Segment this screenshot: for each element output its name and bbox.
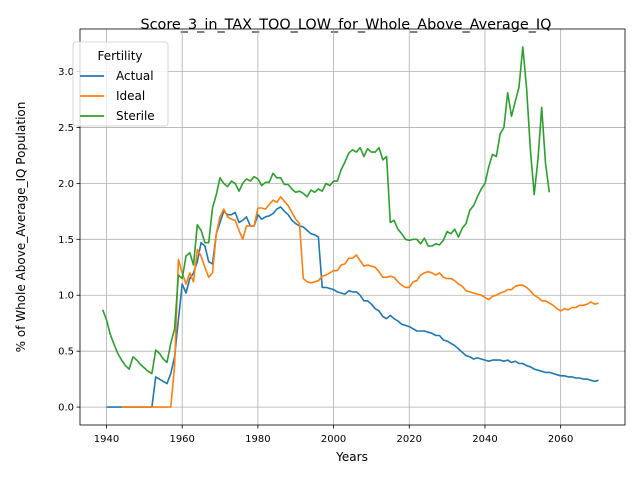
x-tick-label: 2060 <box>548 434 573 445</box>
legend-box <box>72 41 169 127</box>
x-tick-label: 1960 <box>169 434 194 445</box>
x-axis-label: Years <box>335 450 368 464</box>
y-tick-label: 2.5 <box>58 123 74 134</box>
legend-label-actual: Actual <box>116 69 154 83</box>
legend-label-ideal: Ideal <box>116 89 145 103</box>
legend-title: Fertility <box>97 49 142 63</box>
series-line-sterile <box>101 46 551 375</box>
chart-title: Score_3_in_TAX_TOO_LOW_for_Whole_Above_A… <box>140 17 551 33</box>
y-axis-label: % of Whole Above_Average_IQ Population <box>14 102 28 353</box>
x-tick-label: 2040 <box>472 434 497 445</box>
y-tick-label: 0.0 <box>58 403 74 414</box>
x-tick-label: 2000 <box>321 434 346 445</box>
y-tick-label: 3.0 <box>58 67 74 78</box>
x-axis: 1940 1960 1980 2000 2020 2040 2060 <box>94 425 573 445</box>
y-tick-label: 1.5 <box>58 235 74 246</box>
y-tick-label: 0.5 <box>58 347 74 358</box>
x-tick-label: 2020 <box>397 434 422 445</box>
y-tick-label: 1.0 <box>58 291 74 302</box>
series-layer <box>101 46 599 408</box>
y-tick-label: 2.0 <box>58 179 74 190</box>
series-line-ideal <box>121 196 599 408</box>
legend: Fertility Actual Ideal Sterile <box>72 41 169 127</box>
x-tick-label: 1940 <box>94 434 119 445</box>
legend-label-sterile: Sterile <box>116 109 155 123</box>
x-tick-label: 1980 <box>245 434 270 445</box>
plot-frame <box>79 28 626 426</box>
series-line-actual <box>106 206 599 408</box>
